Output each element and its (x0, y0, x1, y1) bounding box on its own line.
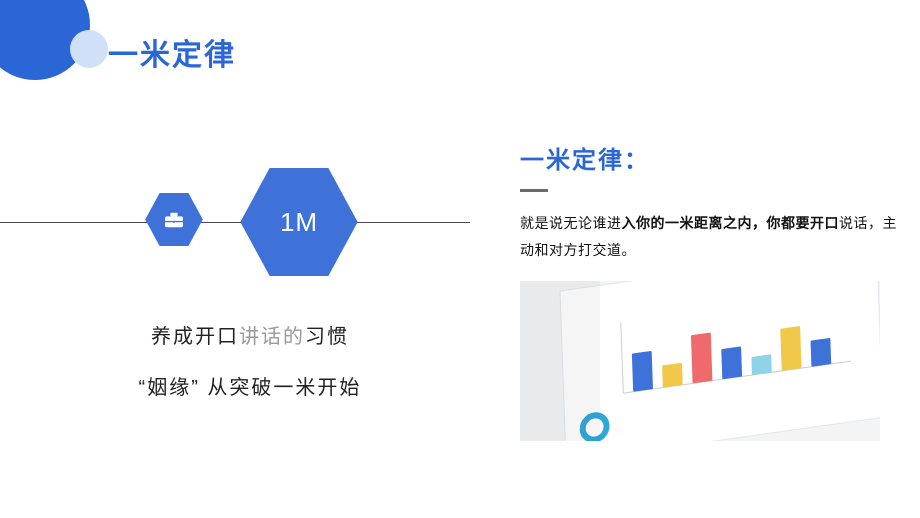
page-title: 一米定律 (108, 30, 236, 74)
body-pre: 就是说无论谁进 (520, 215, 622, 231)
caption-line-2: “姻缘” 从突破一米开始 (90, 372, 410, 404)
caption1-post: 习惯 (305, 326, 349, 348)
body-bold: 入你的一米距离之内，你都要开口 (622, 215, 840, 231)
subtitle-underline (520, 189, 548, 192)
briefcase-icon (145, 193, 203, 246)
photo-chart (520, 281, 880, 441)
caption1-mid: 讲话的 (239, 326, 305, 348)
corner-decoration (0, 0, 120, 100)
horizontal-rule (0, 222, 470, 223)
caption1-pre: 养成开口 (151, 326, 239, 348)
caption-line-1: 养成开口讲话的习惯 (100, 320, 400, 349)
illustration-photo (520, 281, 880, 441)
circle-small (70, 30, 108, 68)
right-panel: 一米定律： 就是说无论谁进入你的一米距离之内，你都要开口说话，主动和对方打交道。 (520, 140, 900, 441)
body-text: 就是说无论谁进入你的一米距离之内，你都要开口说话，主动和对方打交道。 (520, 210, 900, 263)
subtitle: 一米定律： (520, 140, 900, 175)
hexagon-small (145, 193, 203, 246)
hexagon-large: 1M (240, 168, 358, 276)
hexagon-label: 1M (280, 207, 318, 238)
left-panel: 1M 养成开口讲话的习惯 “姻缘” 从突破一米开始 (0, 140, 470, 500)
